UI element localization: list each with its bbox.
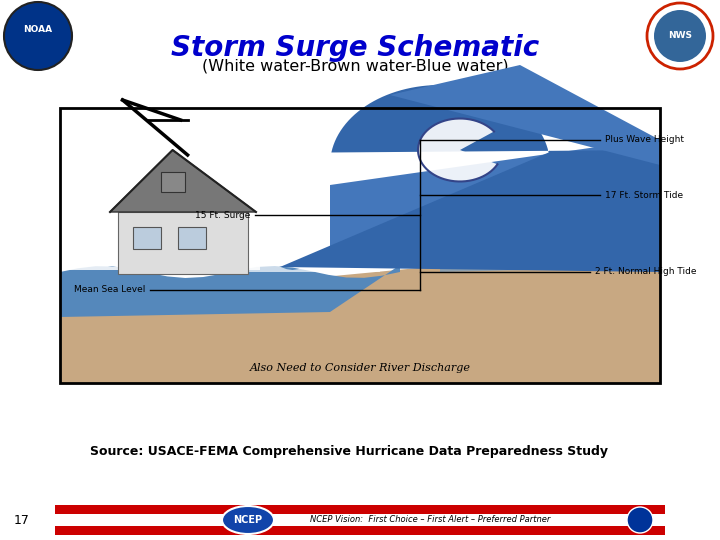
Text: Mean Sea Level: Mean Sea Level: [73, 286, 145, 294]
Polygon shape: [280, 85, 660, 272]
Text: NCEP Vision:  First Choice – First Alert – Preferred Partner: NCEP Vision: First Choice – First Alert …: [310, 516, 550, 524]
Circle shape: [627, 507, 653, 533]
Text: 17: 17: [14, 514, 30, 526]
Polygon shape: [110, 150, 256, 212]
Bar: [55, 505, 665, 535]
Text: Storm Surge Schematic: Storm Surge Schematic: [171, 34, 539, 62]
Text: Also Need to Consider River Discharge: Also Need to Consider River Discharge: [250, 363, 470, 373]
Bar: [161, 172, 184, 192]
Text: 2 Ft. Normal High Tide: 2 Ft. Normal High Tide: [595, 267, 696, 276]
Polygon shape: [240, 258, 380, 272]
Polygon shape: [65, 257, 260, 270]
Bar: [118, 212, 248, 274]
Circle shape: [647, 3, 713, 69]
Polygon shape: [418, 118, 498, 181]
Text: Plus Wave Height: Plus Wave Height: [605, 136, 684, 145]
Text: 15 Ft. Surge: 15 Ft. Surge: [194, 211, 250, 219]
Text: NWS: NWS: [668, 31, 692, 40]
Circle shape: [654, 10, 706, 62]
Text: 17 Ft. Storm Tide: 17 Ft. Storm Tide: [605, 191, 683, 199]
Polygon shape: [440, 240, 660, 272]
Text: Source: USACE-FEMA Comprehensive Hurricane Data Preparedness Study: Source: USACE-FEMA Comprehensive Hurrica…: [90, 446, 608, 458]
Bar: [178, 227, 206, 249]
Polygon shape: [60, 245, 660, 383]
Polygon shape: [330, 138, 660, 265]
Bar: [133, 227, 161, 249]
Bar: [55, 514, 665, 526]
Text: (White water-Brown water-Blue water): (White water-Brown water-Blue water): [202, 58, 508, 73]
Polygon shape: [60, 265, 400, 317]
Text: NCEP: NCEP: [233, 515, 263, 525]
Circle shape: [4, 2, 72, 70]
Ellipse shape: [222, 506, 274, 534]
Bar: [60, 108, 660, 383]
Text: NOAA: NOAA: [24, 25, 53, 35]
Polygon shape: [390, 65, 660, 165]
